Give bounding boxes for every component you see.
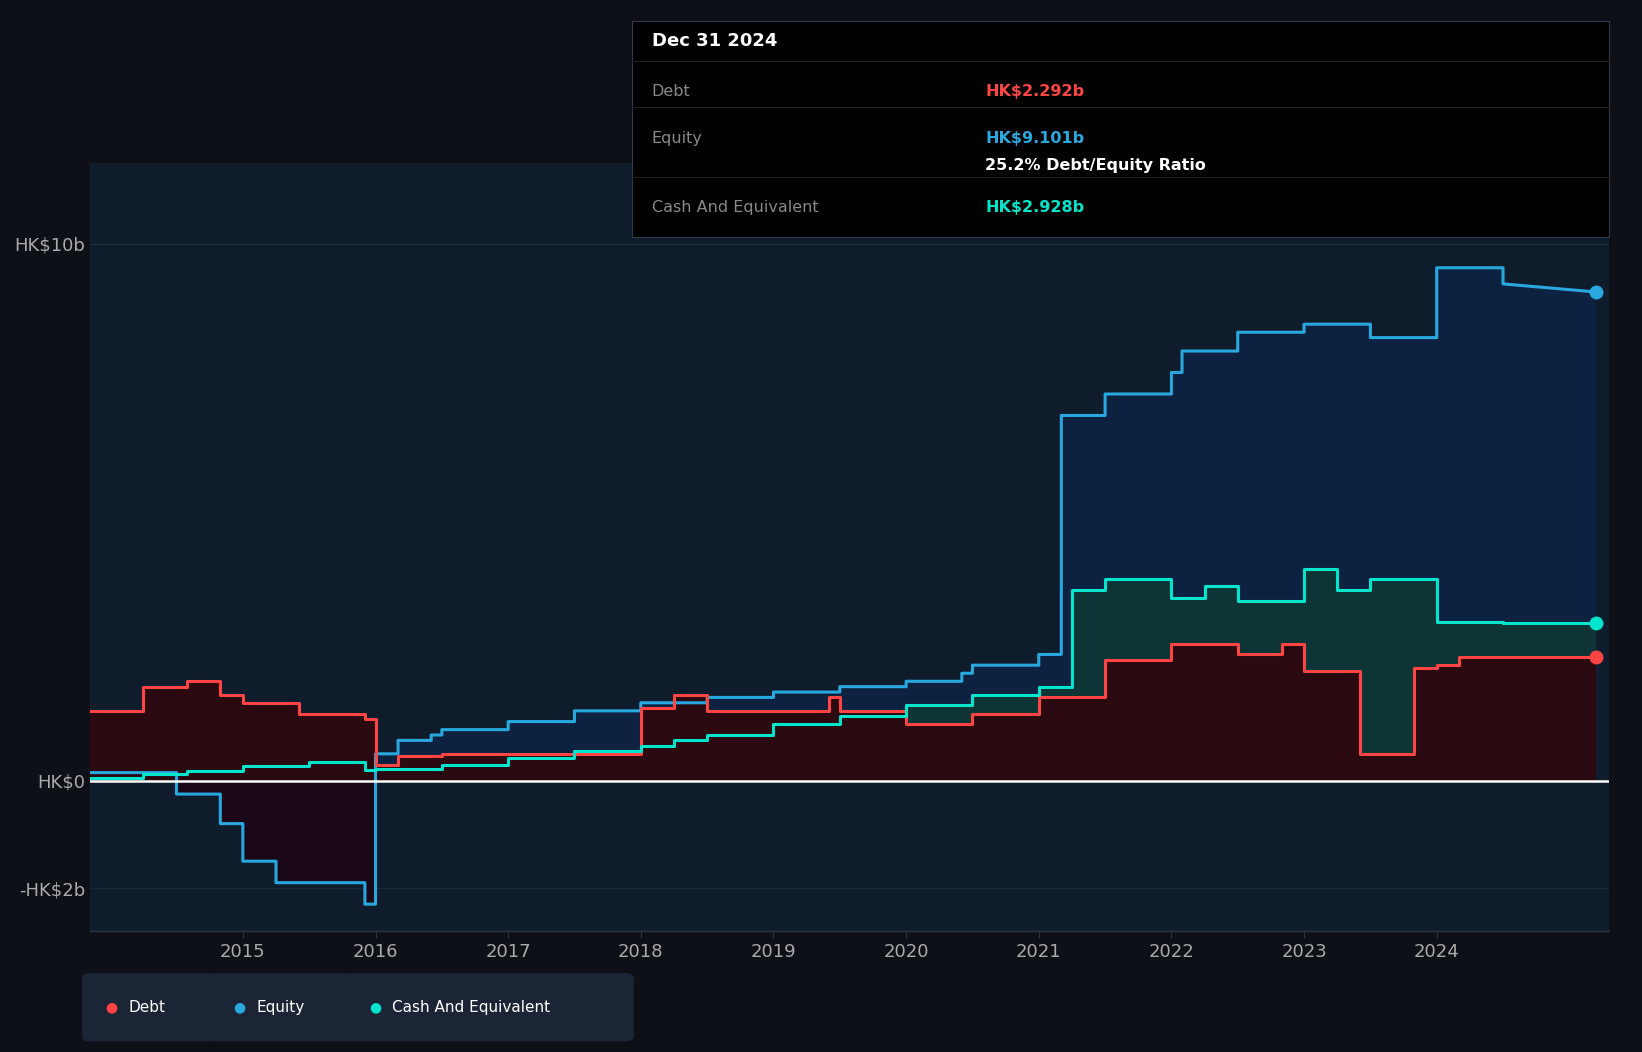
Text: Cash And Equivalent: Cash And Equivalent [392,999,550,1015]
Text: Cash And Equivalent: Cash And Equivalent [652,200,818,215]
Text: Debt: Debt [652,84,691,99]
Text: HK$2.292b: HK$2.292b [985,84,1084,99]
Text: ●: ● [105,1000,117,1014]
Text: HK$2.928b: HK$2.928b [985,200,1084,215]
Text: Equity: Equity [652,132,703,146]
Text: Dec 31 2024: Dec 31 2024 [652,32,777,49]
Text: 25.2% Debt/Equity Ratio: 25.2% Debt/Equity Ratio [985,158,1207,173]
Text: Debt: Debt [128,999,166,1015]
Text: ●: ● [369,1000,381,1014]
Text: ●: ● [233,1000,245,1014]
Text: Equity: Equity [256,999,304,1015]
Text: HK$9.101b: HK$9.101b [985,132,1084,146]
